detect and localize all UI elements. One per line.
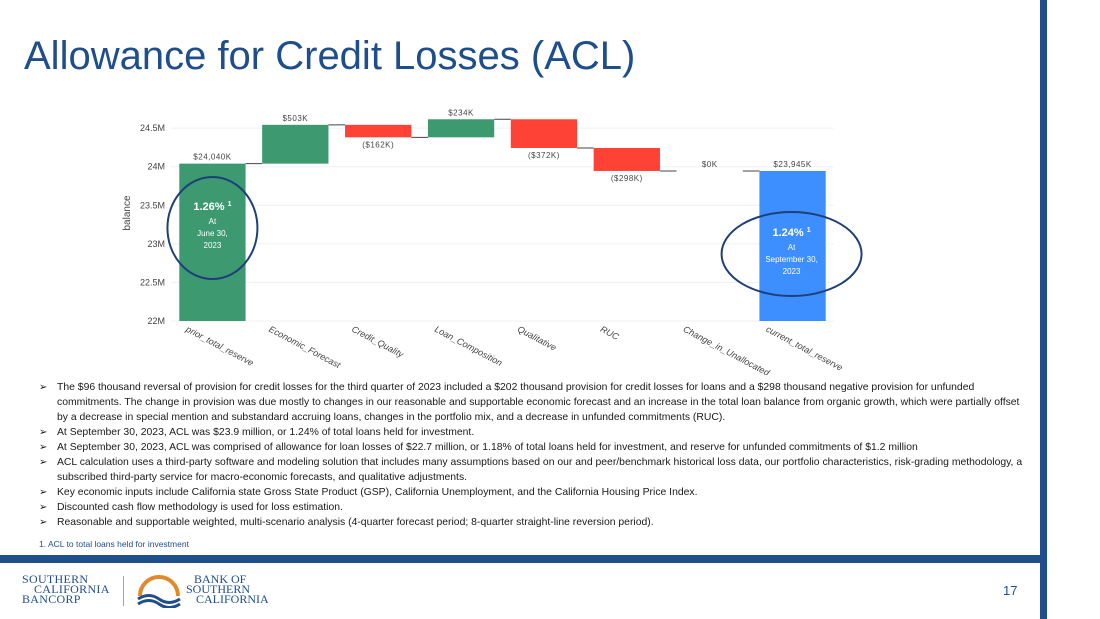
x-tick-label: Economic_Forecast: [267, 324, 342, 370]
bank-arc-wave-icon: [137, 575, 181, 608]
data-label: ($162K): [362, 140, 394, 149]
y-tick-label: 22M: [147, 316, 165, 326]
x-tick-label: prior_total_reserve: [183, 323, 255, 368]
chart-data-labels: $24,040K $503K ($162K) $234K ($372K) ($298K) $…: [193, 108, 811, 183]
bullet-item: ➢ The $96 thousand reversal of provision …: [39, 382, 1020, 423]
data-label: $234K: [448, 108, 474, 117]
footnote: 1. ACL to total loans held for investmen…: [39, 539, 189, 549]
x-tick-label: Credit_Quality: [350, 324, 405, 360]
y-tick-label: 22.5M: [140, 277, 165, 287]
bullet-arrow-icon: ➢: [39, 517, 48, 528]
bullet-list: ➢ The $96 thousand reversal of provision …: [39, 380, 1024, 530]
footer-divider-bar: [0, 555, 1047, 563]
annotation-date-line: June 30,: [197, 229, 228, 238]
bar-ruc: [593, 147, 660, 171]
bullet-item: ➢ At September 30, 2023, ACL was $23.9 mi…: [39, 427, 475, 438]
bar-qualitative: [510, 119, 578, 148]
bullet-item: ➢ Key economic inputs include California …: [39, 487, 698, 498]
southern-california-bancorp-logo: SOUTHERN CALIFORNIA BANCORP: [22, 572, 110, 606]
annotation-date-line: September 30,: [765, 255, 817, 264]
annotation-date-line: At: [209, 217, 217, 226]
x-tick-label: Change_in_Unallocated: [682, 324, 772, 375]
bullet-arrow-icon: ➢: [39, 442, 48, 453]
y-axis: 22M 22.5M 23M 23.5M 24M 24.5M balance: [122, 123, 834, 326]
annotation-date-line: 2023: [783, 267, 801, 276]
bullet-item: ➢ ACL calculation uses a third-party soft…: [39, 457, 1023, 483]
data-label: ($298K): [611, 174, 643, 183]
y-tick-label: 23.5M: [140, 200, 165, 210]
chart-connectors: [245, 118, 760, 172]
bar-credit-quality: [345, 124, 412, 138]
x-tick-label: current_total_reserve: [764, 324, 844, 373]
bullet-arrow-icon: ➢: [39, 502, 48, 513]
page-number: 17: [1003, 583, 1018, 598]
annotation-percent: 1.26% 1: [193, 201, 231, 213]
bank-of-southern-california-logo: BANK OF SOUTHERN CALIFORNIA: [186, 572, 269, 606]
chart-bars: [179, 119, 826, 321]
bullet-arrow-icon: ➢: [39, 487, 48, 498]
x-tick-label: RUC: [599, 324, 621, 342]
waterfall-chart: 22M 22.5M 23M 23.5M 24M 24.5M balance $24,040K…: [122, 108, 863, 375]
annotation-percent: 1.24% 1: [772, 227, 810, 239]
annotation-date-line: At: [788, 243, 796, 252]
data-label: $0K: [702, 160, 718, 169]
bullet-item: ➢ At September 30, 2023, ACL was comprise…: [39, 442, 918, 453]
y-tick-label: 24.5M: [140, 123, 165, 133]
x-axis-labels: prior_total_reserve Economic_Forecast Cred…: [183, 323, 844, 375]
bullet-item: ➢ Discounted cash flow methodology is use…: [39, 502, 343, 513]
y-tick-label: 24M: [147, 162, 165, 172]
x-tick-label: Loan_Composition: [433, 324, 504, 368]
page-title: Allowance for Credit Losses (ACL): [24, 34, 636, 78]
highlight-ellipse: [720, 211, 863, 297]
annotation-date-line: 2023: [204, 241, 222, 250]
right-accent-bar: [1040, 0, 1047, 619]
bar-loan-composition: [427, 119, 495, 138]
logo-separator: [123, 576, 124, 606]
data-label: ($372K): [528, 151, 560, 160]
bar-prior-total-reserve: [179, 163, 246, 321]
bullet-item: ➢ Reasonable and supportable weighted, mu…: [39, 517, 654, 528]
bullet-arrow-icon: ➢: [39, 457, 48, 468]
bullet-arrow-icon: ➢: [39, 427, 48, 438]
data-label: $23,945K: [773, 160, 811, 169]
data-label: $503K: [282, 114, 308, 123]
y-axis-title: balance: [122, 195, 133, 230]
chart-annotations: 1.26% 1 At June 30, 2023 1.24% 1 At September …: [166, 176, 863, 297]
bar-economic-forecast: [262, 124, 329, 164]
bullet-arrow-icon: ➢: [39, 382, 48, 393]
y-tick-label: 23M: [147, 239, 165, 249]
data-label: $24,040K: [193, 153, 231, 162]
highlight-ellipse: [166, 176, 259, 280]
x-tick-label: Qualitative: [516, 324, 558, 353]
